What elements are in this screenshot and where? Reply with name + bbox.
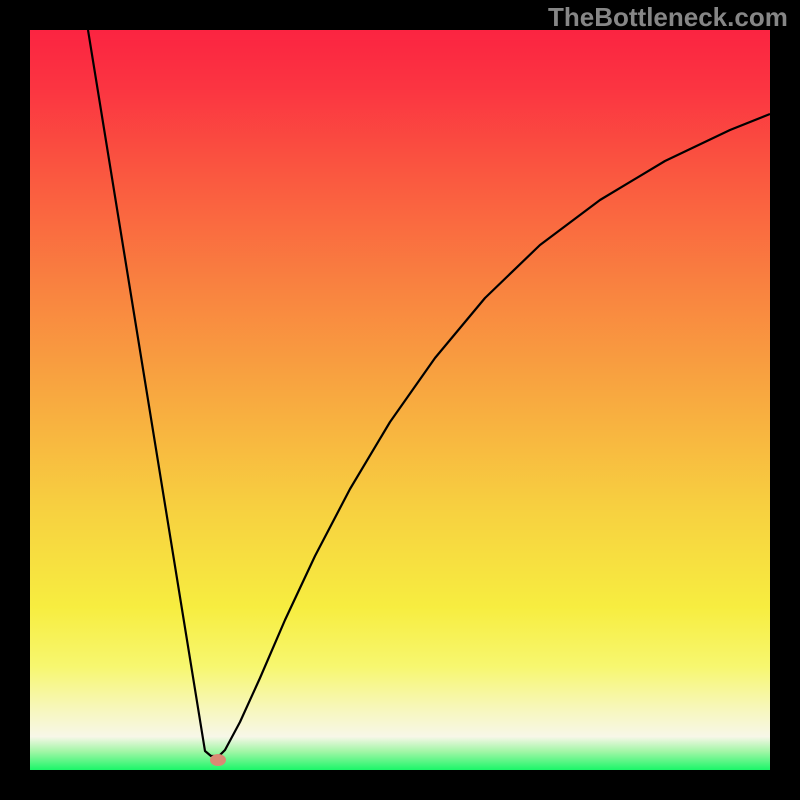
optimum-marker	[210, 754, 226, 766]
frame-right	[770, 0, 800, 800]
watermark-label: TheBottleneck.com	[548, 2, 788, 32]
bottleneck-chart	[0, 0, 800, 800]
frame-left	[0, 0, 30, 800]
gradient-background	[30, 30, 770, 770]
frame-bottom	[0, 770, 800, 800]
watermark-text: TheBottleneck.com	[548, 2, 788, 33]
